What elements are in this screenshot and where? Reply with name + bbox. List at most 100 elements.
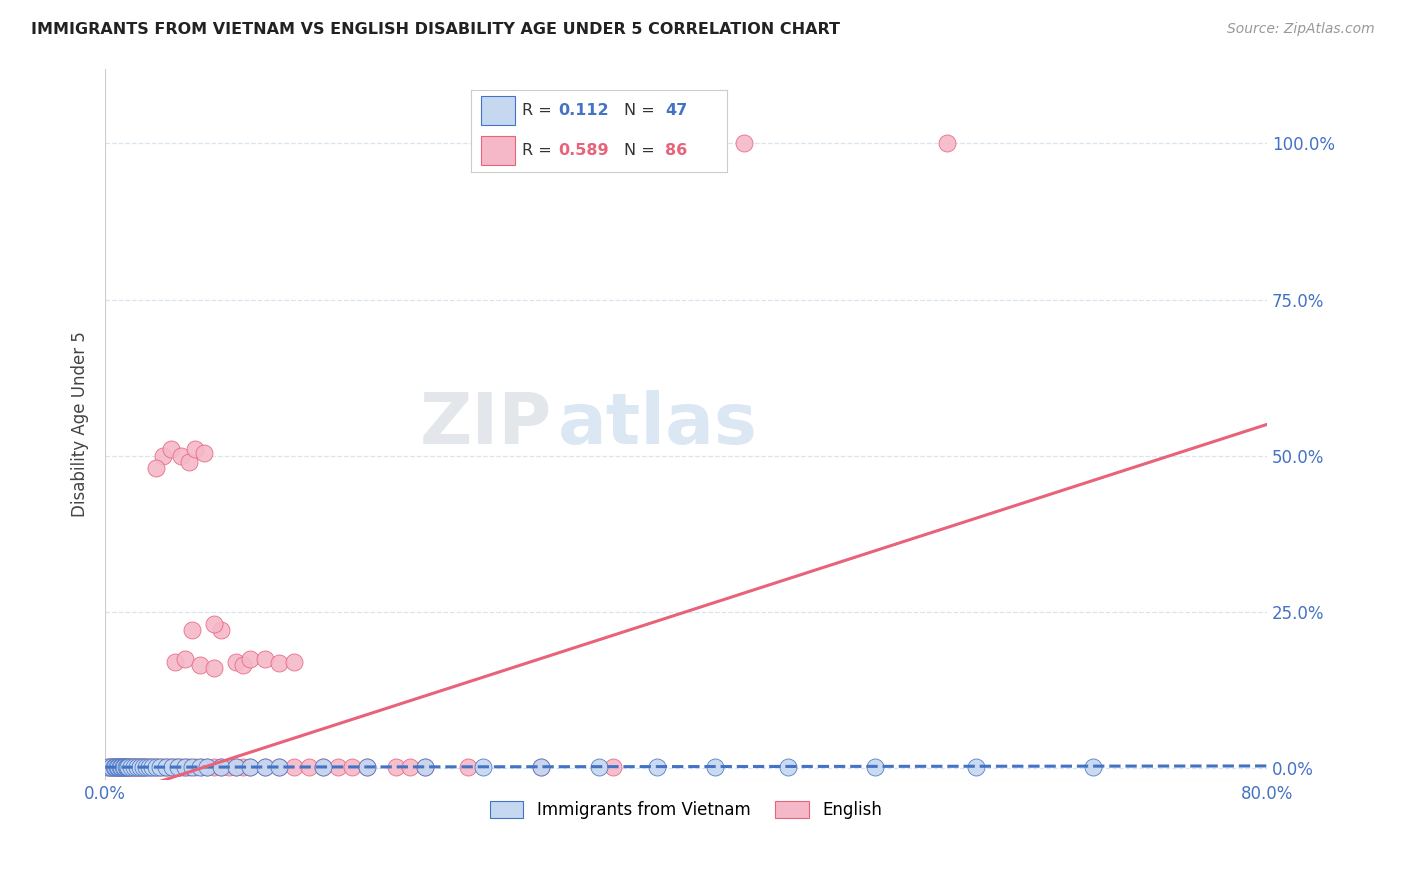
- Point: [163, 760, 186, 774]
- Point: [131, 760, 153, 774]
- Point: [326, 760, 349, 774]
- Point: [530, 760, 553, 774]
- Point: [356, 760, 378, 774]
- Point: [141, 760, 163, 774]
- Point: [120, 760, 142, 774]
- Point: [125, 760, 148, 774]
- Point: [118, 760, 141, 774]
- Point: [105, 760, 128, 774]
- Point: [145, 760, 167, 774]
- Point: [166, 760, 188, 774]
- Point: [195, 760, 218, 774]
- Point: [253, 760, 276, 774]
- Point: [356, 760, 378, 774]
- Point: [209, 760, 232, 774]
- Point: [121, 760, 143, 774]
- Point: [181, 760, 204, 774]
- Point: [127, 760, 149, 774]
- Point: [283, 760, 305, 774]
- Point: [135, 760, 157, 774]
- Point: [312, 760, 335, 774]
- Point: [143, 760, 166, 774]
- Point: [297, 760, 319, 774]
- Point: [253, 760, 276, 774]
- Point: [107, 760, 129, 774]
- Point: [195, 760, 218, 774]
- Point: [269, 656, 291, 670]
- Point: [190, 760, 212, 774]
- Point: [138, 760, 160, 774]
- Point: [188, 657, 211, 672]
- Point: [193, 445, 215, 459]
- Point: [645, 760, 668, 774]
- Text: IMMIGRANTS FROM VIETNAM VS ENGLISH DISABILITY AGE UNDER 5 CORRELATION CHART: IMMIGRANTS FROM VIETNAM VS ENGLISH DISAB…: [31, 22, 839, 37]
- Point: [225, 760, 247, 774]
- Point: [98, 760, 121, 774]
- Point: [384, 760, 406, 774]
- Point: [413, 760, 436, 774]
- Point: [530, 760, 553, 774]
- Point: [149, 760, 172, 774]
- Point: [100, 760, 122, 774]
- Point: [202, 760, 225, 774]
- Point: [936, 136, 959, 151]
- Point: [179, 455, 201, 469]
- Point: [471, 760, 494, 774]
- Point: [232, 657, 254, 672]
- Point: [225, 655, 247, 669]
- Point: [107, 760, 129, 774]
- Point: [239, 760, 262, 774]
- Point: [145, 461, 167, 475]
- Point: [103, 760, 125, 774]
- Point: [132, 760, 155, 774]
- Point: [225, 760, 247, 774]
- Point: [1081, 760, 1104, 774]
- Y-axis label: Disability Age Under 5: Disability Age Under 5: [72, 332, 89, 517]
- Point: [111, 760, 134, 774]
- Point: [146, 760, 169, 774]
- Point: [110, 760, 132, 774]
- Point: [170, 449, 193, 463]
- Point: [166, 760, 188, 774]
- Point: [239, 651, 262, 665]
- Text: atlas: atlas: [558, 390, 758, 458]
- Point: [117, 760, 139, 774]
- Point: [132, 760, 155, 774]
- Point: [97, 760, 120, 774]
- Point: [112, 760, 135, 774]
- Point: [157, 760, 180, 774]
- Point: [104, 760, 127, 774]
- Point: [269, 760, 291, 774]
- Point: [117, 760, 139, 774]
- Point: [141, 760, 163, 774]
- Point: [101, 760, 124, 774]
- Point: [110, 760, 132, 774]
- Point: [122, 760, 145, 774]
- Point: [160, 760, 183, 774]
- Point: [105, 760, 128, 774]
- Point: [127, 760, 149, 774]
- Point: [120, 760, 142, 774]
- Point: [181, 624, 204, 638]
- Point: [202, 617, 225, 632]
- Point: [134, 760, 156, 774]
- Point: [108, 760, 131, 774]
- Point: [152, 760, 174, 774]
- Point: [253, 651, 276, 665]
- Point: [129, 760, 152, 774]
- Point: [184, 442, 207, 457]
- Point: [179, 760, 201, 774]
- Point: [174, 760, 197, 774]
- Point: [239, 760, 262, 774]
- Point: [159, 442, 181, 457]
- Point: [163, 655, 186, 669]
- Point: [97, 760, 120, 774]
- Point: [202, 661, 225, 675]
- Point: [457, 760, 479, 774]
- Point: [108, 760, 131, 774]
- Point: [218, 760, 240, 774]
- Point: [174, 651, 197, 665]
- Point: [114, 760, 136, 774]
- Point: [704, 760, 727, 774]
- Point: [966, 760, 988, 774]
